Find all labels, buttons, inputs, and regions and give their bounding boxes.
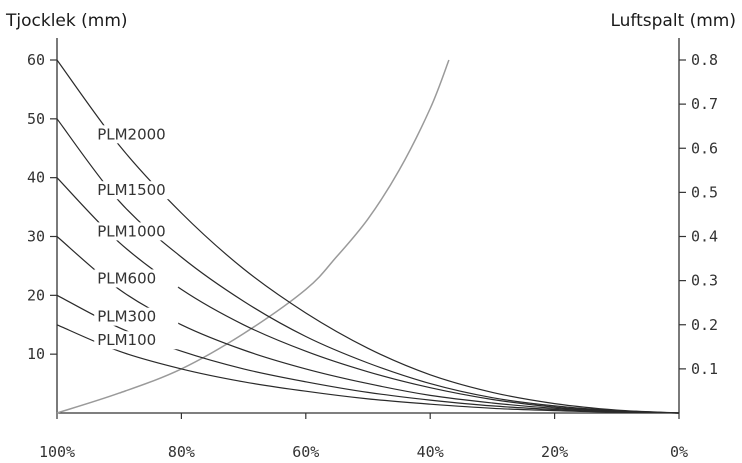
series-labels: PLM2000 PLM1500 PLM1000 PLM600 PLM300 PLM100: [94, 125, 179, 350]
left-axis-title: Tjocklek (mm): [5, 11, 128, 31]
series-label-background: [94, 181, 179, 200]
left-tick-label: 60: [27, 51, 45, 69]
x-tick-label: 40%: [417, 443, 444, 461]
axes: 10 20 30 40 50 60 0.1 0.2 0.3 0.4 0.5 0.6 0.7 0.8 100%…: [27, 38, 718, 461]
series-label-plm300: PLM300: [97, 308, 156, 326]
right-tick-label: 0.2: [691, 316, 718, 334]
right-tick-label: 0.6: [691, 139, 718, 157]
series-label-background: [94, 307, 179, 326]
series-line-plm1500: [56, 118, 680, 414]
air-gap-curve-layer: [56, 59, 450, 414]
x-tick-label: 80%: [168, 443, 195, 461]
right-tick-label: 0.5: [691, 183, 718, 201]
series-label-background: [94, 125, 179, 144]
left-tick-label: 40: [27, 169, 45, 187]
right-tick-label: 0.8: [691, 51, 718, 69]
series-label-background: [94, 269, 179, 288]
series-label-plm2000: PLM2000: [97, 125, 166, 143]
left-tick-label: 30: [27, 228, 45, 246]
left-tick-label: 50: [27, 110, 45, 128]
x-tick-label: 20%: [541, 443, 568, 461]
series-label-plm600: PLM600: [97, 269, 156, 287]
right-tick-label: 0.4: [691, 228, 718, 246]
air-gap-curve: [56, 59, 450, 414]
series-line-plm2000: [56, 59, 680, 414]
series-label-plm100: PLM100: [97, 331, 156, 349]
left-tick-label: 20: [27, 286, 45, 304]
series-label-plm1000: PLM1000: [97, 222, 166, 240]
series-label-background: [94, 331, 179, 350]
x-tick-label: 100%: [39, 443, 75, 461]
series-line-plm100: [56, 324, 680, 414]
x-tick-label: 60%: [292, 443, 319, 461]
x-tick-label: 0%: [670, 443, 688, 461]
series-label-plm1500: PLM1500: [97, 181, 166, 199]
right-tick-label: 0.3: [691, 272, 718, 290]
left-tick-label: 10: [27, 345, 45, 363]
right-tick-label: 0.7: [691, 95, 718, 113]
series-label-background: [94, 222, 179, 241]
series-line-plm1000: [56, 177, 680, 414]
right-axis-title: Luftspalt (mm): [610, 11, 736, 31]
right-tick-label: 0.1: [691, 360, 718, 378]
